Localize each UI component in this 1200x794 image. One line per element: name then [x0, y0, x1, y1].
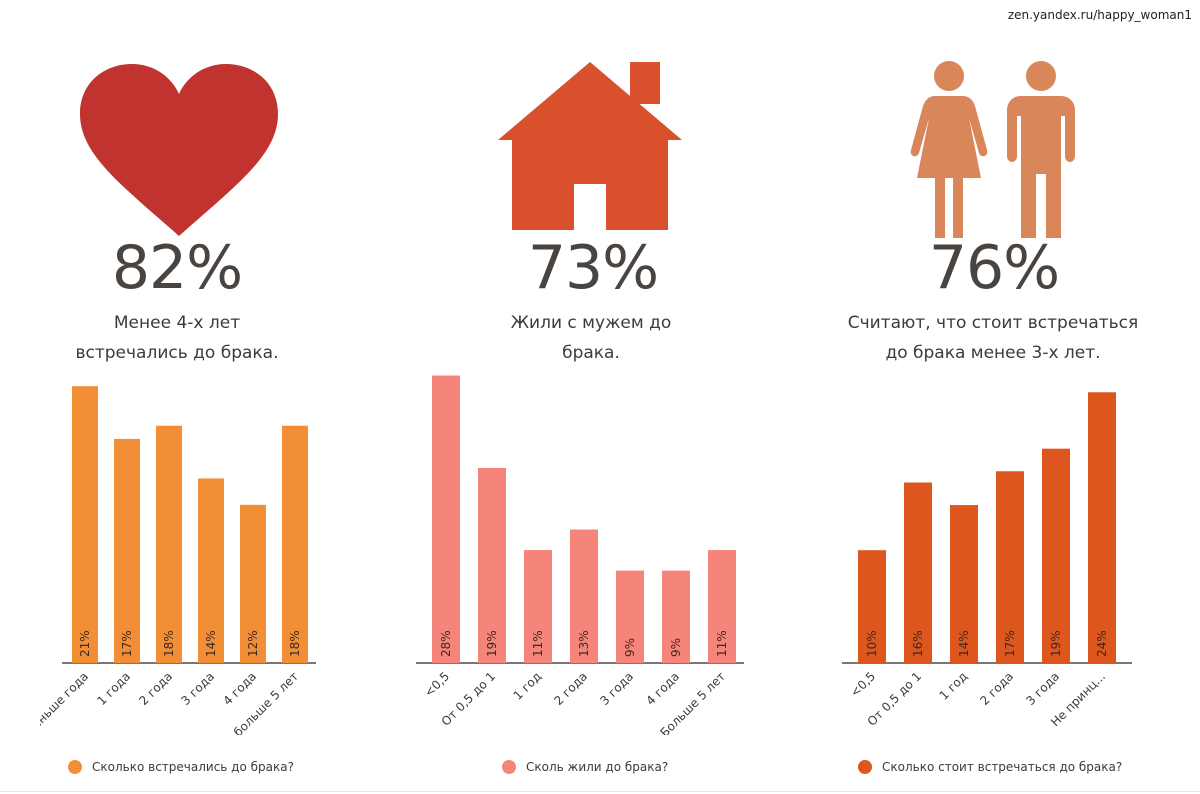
bar-value-label: 19%	[485, 630, 499, 657]
category-label: 3 года	[597, 669, 636, 708]
category-label: 2 года	[977, 669, 1016, 708]
bar	[570, 529, 598, 663]
legend-dot	[502, 760, 516, 774]
bar-value-label: 17%	[120, 630, 134, 657]
stat-caption: Считают, что стоит встречаться до брака …	[823, 308, 1163, 368]
bar	[662, 570, 690, 663]
bar	[904, 482, 932, 663]
stat-caption: Жили с мужем до брака.	[421, 308, 761, 368]
bar	[950, 505, 978, 663]
bar-value-label: 18%	[162, 630, 176, 657]
legend-label: Сколько встречались до брака?	[92, 760, 294, 774]
bar-value-label: 21%	[78, 630, 92, 657]
category-label: 4 года	[220, 669, 259, 708]
bar	[72, 386, 98, 663]
category-label: 4 года	[643, 669, 682, 708]
bar	[156, 425, 182, 663]
stat-caption: Менее 4-х лет встречались до брака.	[7, 308, 347, 368]
caption-line: брака.	[562, 343, 620, 363]
bar	[1042, 448, 1070, 663]
heart-icon	[80, 64, 278, 236]
legend-dot	[68, 760, 82, 774]
bar-value-label: 12%	[246, 630, 260, 657]
category-label: 2 года	[136, 669, 175, 708]
bar-value-label: 13%	[577, 630, 591, 657]
category-label: 1 год	[511, 669, 545, 703]
caption-line: до брака менее 3-х лет.	[885, 343, 1101, 363]
bar	[524, 550, 552, 663]
bar-value-label: 14%	[957, 630, 971, 657]
divider	[0, 791, 1200, 792]
caption-line: Считают, что стоит встречаться	[847, 313, 1139, 333]
bar-value-label: 9%	[623, 638, 637, 657]
bar-value-label: 16%	[911, 630, 925, 657]
bar	[858, 550, 886, 663]
bar	[240, 504, 266, 663]
stat-percentage: 76%	[928, 233, 1060, 303]
bar	[114, 438, 140, 663]
chart-legend: Сколько стоит встречаться до брака?	[858, 760, 1122, 774]
couple-icon	[910, 61, 1075, 238]
house-icon	[498, 62, 682, 230]
category-label: 2 года	[551, 669, 590, 708]
bar-value-label: 18%	[288, 630, 302, 657]
category-label: 1 года	[94, 669, 133, 708]
bar-value-label: 11%	[531, 630, 545, 657]
category-label: Меньше года	[40, 669, 91, 735]
stat-percentage: 82%	[111, 233, 243, 303]
category-label: 1 год	[937, 669, 971, 703]
bar	[708, 550, 736, 663]
bar-value-label: 9%	[669, 638, 683, 657]
chart-legend: Сколь жили до брака?	[502, 760, 668, 774]
bar	[432, 375, 460, 663]
source-watermark: zen.yandex.ru/happy_woman1	[1007, 8, 1192, 22]
bar-value-label: 28%	[439, 630, 453, 657]
bar	[1088, 392, 1116, 663]
stat-percentage: 73%	[527, 233, 659, 303]
bar	[996, 471, 1024, 663]
bar	[616, 570, 644, 663]
bar-value-label: 14%	[204, 630, 218, 657]
bar-value-label: 19%	[1049, 630, 1063, 657]
category-label: 3 года	[1023, 669, 1062, 708]
bar-chart-dating-duration: 21% Меньше года 17% 1 года 18% 2 года 14% 3 год…	[40, 386, 316, 735]
chart-legend: Сколько встречались до брака?	[68, 760, 294, 774]
bar	[282, 425, 308, 663]
bar-value-label: 11%	[715, 630, 729, 657]
category-label: 3 года	[178, 669, 217, 708]
category-label: <0,5	[422, 669, 453, 700]
caption-line: Менее 4-х лет	[113, 313, 241, 333]
legend-label: Сколь жили до брака?	[526, 760, 669, 774]
bar	[198, 478, 224, 663]
caption-line: Жили с мужем до	[510, 313, 672, 333]
caption-line: встречались до брака.	[75, 343, 279, 363]
bar-value-label: 24%	[1095, 630, 1109, 657]
legend-dot	[858, 760, 872, 774]
category-label: <0,5	[848, 669, 879, 700]
bar-value-label: 10%	[865, 630, 879, 657]
legend-label: Сколько стоит встречаться до брака?	[882, 760, 1123, 774]
bar-value-label: 17%	[1003, 630, 1017, 657]
bar	[478, 467, 506, 663]
